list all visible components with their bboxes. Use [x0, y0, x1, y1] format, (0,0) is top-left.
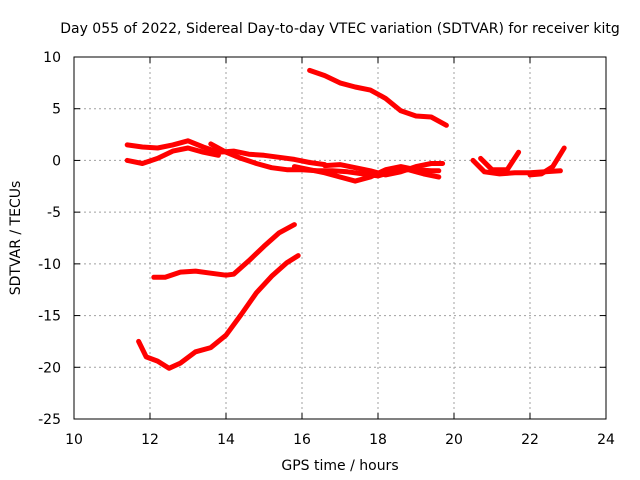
series-track-near-zero-b: [124, 145, 221, 166]
x-axis-label: GPS time / hours: [281, 458, 398, 474]
x-tick-label: 10: [65, 432, 83, 448]
y-tick-label: -25: [38, 412, 61, 428]
x-tick-label: 14: [217, 432, 235, 448]
y-tick-label: -15: [38, 309, 61, 325]
y-axis-label: SDTVAR / TECUs: [8, 181, 24, 296]
grid-layer: [74, 57, 606, 419]
y-tick-label: 0: [52, 153, 61, 169]
y-tick-label: -5: [47, 205, 61, 221]
y-tick-label: 5: [52, 102, 61, 118]
tick-layer: 10 12 14 16 18 20 22 24 10 5 0 -5 -10 -15 -20 -25: [38, 50, 615, 448]
x-tick-label: 22: [521, 432, 539, 448]
series-track-negative-mid: [151, 222, 297, 280]
series-track-near-zero-d: [291, 164, 442, 184]
x-tick-label: 16: [293, 432, 311, 448]
chart-title: Day 055 of 2022, Sidereal Day-to-day VTE…: [60, 21, 620, 37]
plot-frame: [73, 56, 607, 420]
x-tick-label: 20: [445, 432, 463, 448]
x-tick-label: 18: [369, 432, 387, 448]
y-tick-label: -20: [38, 360, 61, 376]
series-track-negative-low: [136, 253, 301, 371]
x-tick-label: 24: [597, 432, 615, 448]
series-track-late-c: [527, 145, 567, 178]
series-layer: [124, 67, 567, 371]
series-track-near-zero-e: [322, 161, 446, 178]
x-tick-label: 12: [141, 432, 159, 448]
series-track-upper-high: [307, 67, 449, 128]
y-tick-label: -10: [38, 257, 61, 273]
y-tick-label: 10: [43, 50, 61, 66]
series-track-late-b: [478, 149, 522, 173]
